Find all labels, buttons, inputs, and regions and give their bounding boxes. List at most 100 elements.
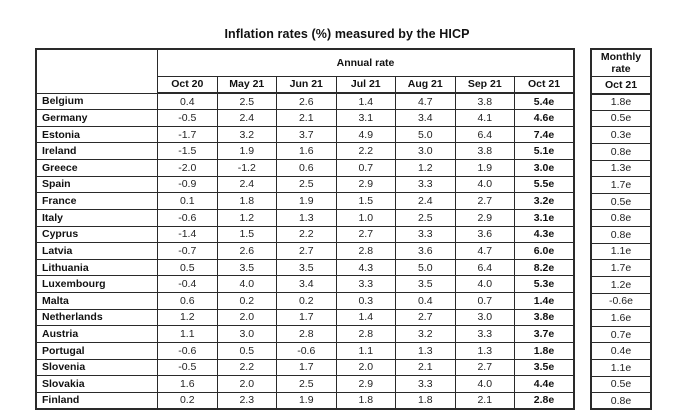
value-cell: 3.2 — [395, 325, 456, 343]
monthly-table-row: 1.6e — [590, 309, 652, 327]
value-cell: 3.5 — [216, 258, 277, 277]
column-header-sep21: Sep 21 — [454, 75, 515, 94]
value-cell: 4.9 — [335, 125, 396, 144]
country-cell: Italy — [35, 208, 158, 227]
value-cell: 2.1 — [276, 109, 337, 127]
value-cell: 1.8 — [216, 192, 277, 210]
column-header-monthly-oct21: Oct 21 — [590, 76, 652, 95]
value-cell: 1.3 — [395, 341, 456, 360]
value-cell: 2.5 — [276, 375, 337, 393]
value-cell: 1.5 — [335, 192, 396, 210]
table-row: Slovakia 1.6 2.0 2.5 2.9 3.3 4.0 4.4e — [35, 375, 575, 393]
country-cell: Slovenia — [35, 358, 158, 377]
value-cell: 1.4e — [514, 292, 575, 310]
country-cell: Austria — [35, 325, 158, 343]
value-cell: 5.5e — [514, 175, 575, 194]
table-row: Italy -0.6 1.2 1.3 1.0 2.5 2.9 3.1e — [35, 208, 575, 227]
value-cell: 2.8 — [335, 325, 396, 343]
table-row: Estonia -1.7 3.2 3.7 4.9 5.0 6.4 7.4e — [35, 125, 575, 144]
value-cell: 0.7 — [454, 292, 515, 310]
monthly-month-header-row: Oct 21 — [590, 76, 652, 95]
value-cell: 3.7 — [276, 125, 337, 144]
value-cell: 1.1 — [157, 325, 218, 343]
value-cell: 1.8 — [335, 391, 396, 410]
value-cell: 0.4 — [157, 92, 218, 111]
value-cell: 3.0 — [395, 142, 456, 160]
monthly-table-row: 1.1e — [590, 359, 652, 377]
monthly-table-row: 0.5e — [590, 192, 652, 211]
value-cell: 3.8 — [454, 92, 515, 111]
table-row: Latvia -0.7 2.6 2.7 2.8 3.6 4.7 6.0e — [35, 242, 575, 260]
value-cell: 3.2e — [514, 192, 575, 210]
monthly-table-row: 0.5e — [590, 375, 652, 394]
country-cell: Germany — [35, 109, 158, 127]
table-row: Belgium 0.4 2.5 2.6 1.4 4.7 3.8 5.4e — [35, 92, 575, 111]
monthly-table-row: 1.2e — [590, 275, 652, 294]
country-cell: Slovakia — [35, 375, 158, 393]
value-cell: -2.0 — [157, 159, 218, 177]
country-cell: Latvia — [35, 242, 158, 260]
value-cell: 2.7 — [276, 242, 337, 260]
value-cell: 4.7 — [395, 92, 456, 111]
monthly-value-cell: 0.8e — [590, 209, 652, 227]
value-cell: 1.4 — [335, 308, 396, 327]
value-cell: 3.8e — [514, 308, 575, 327]
monthly-table-row: 0.5e — [590, 109, 652, 128]
monthly-value-cell: 1.1e — [590, 242, 652, 261]
monthly-table-row: 1.7e — [590, 176, 652, 194]
value-cell: 0.7 — [335, 159, 396, 177]
table-row: Spain -0.9 2.4 2.5 2.9 3.3 4.0 5.5e — [35, 175, 575, 194]
monthly-table-row: 1.1e — [590, 242, 652, 261]
value-cell: 3.5e — [514, 358, 575, 377]
monthly-table-body: 1.8e 0.5e 0.3e 0.8e 1.3e 1.7e 0.5e 0.8e 0.8e 1.1e… — [590, 93, 652, 410]
country-cell: Spain — [35, 175, 158, 194]
monthly-group-header-row: Monthly rate — [590, 48, 652, 77]
table-row: Malta 0.6 0.2 0.2 0.3 0.4 0.7 1.4e — [35, 292, 575, 310]
annual-table-body: Belgium 0.4 2.5 2.6 1.4 4.7 3.8 5.4e Germany -0.5… — [35, 92, 575, 410]
value-cell: 3.1 — [335, 109, 396, 127]
annual-rate-table: Annual rate Oct 20 May 21 Jun 21 Jul 21 … — [35, 48, 575, 410]
value-cell: 3.4 — [395, 109, 456, 127]
value-cell: 3.0 — [216, 325, 277, 343]
value-cell: 4.4e — [514, 375, 575, 393]
table-row: Austria 1.1 3.0 2.8 2.8 3.2 3.3 3.7e — [35, 325, 575, 343]
monthly-value-cell: 0.8e — [590, 392, 652, 410]
value-cell: 2.7 — [335, 225, 396, 244]
value-cell: 1.4 — [335, 92, 396, 111]
value-cell: 4.7 — [454, 242, 515, 260]
monthly-rate-header: Monthly rate — [590, 48, 652, 77]
country-cell: Ireland — [35, 142, 158, 160]
table-row: Luxembourg -0.4 4.0 3.4 3.3 3.5 4.0 5.3e — [35, 275, 575, 293]
country-cell: Netherlands — [35, 308, 158, 327]
value-cell: 2.5 — [276, 175, 337, 194]
monthly-value-cell: 0.8e — [590, 142, 652, 161]
country-cell: Lithuania — [35, 258, 158, 277]
value-cell: 1.8 — [395, 391, 456, 410]
value-cell: 3.8 — [454, 142, 515, 160]
value-cell: 0.2 — [157, 391, 218, 410]
value-cell: 4.0 — [454, 375, 515, 393]
value-cell: 2.9 — [335, 375, 396, 393]
monthly-value-cell: -0.6e — [590, 292, 652, 311]
value-cell: 3.0 — [454, 308, 515, 327]
value-cell: 3.4 — [276, 275, 337, 293]
value-cell: 1.9 — [216, 142, 277, 160]
monthly-value-cell: 0.3e — [590, 126, 652, 144]
value-cell: 4.3e — [514, 225, 575, 244]
value-cell: 0.2 — [216, 292, 277, 310]
country-cell: Portugal — [35, 341, 158, 360]
country-cell: France — [35, 192, 158, 210]
monthly-value-cell: 0.5e — [590, 375, 652, 394]
value-cell: 3.3 — [395, 375, 456, 393]
value-cell: -0.6 — [276, 341, 337, 360]
column-header-jun21: Jun 21 — [276, 75, 337, 94]
value-cell: -0.5 — [157, 109, 218, 127]
monthly-table-row: 0.8e — [590, 226, 652, 244]
value-cell: 2.1 — [454, 391, 515, 410]
value-cell: 1.7 — [276, 308, 337, 327]
monthly-table-row: 1.8e — [590, 93, 652, 111]
value-cell: 0.5 — [216, 341, 277, 360]
value-cell: 1.3 — [276, 208, 337, 227]
monthly-rate-table: Monthly rate Oct 21 1.8e 0.5e 0.3e 0.8e 1.3e… — [590, 48, 652, 411]
value-cell: 3.7e — [514, 325, 575, 343]
